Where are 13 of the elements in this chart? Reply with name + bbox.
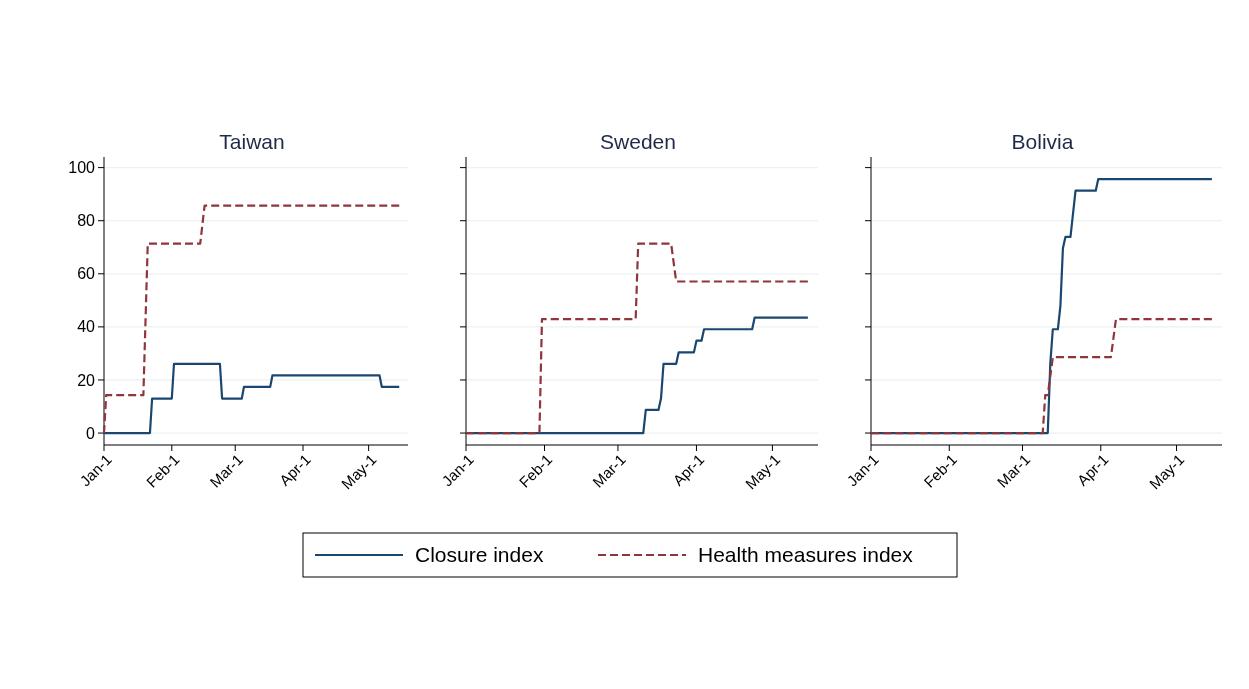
legend-label: Health measures index: [698, 543, 914, 567]
chart-title: Sweden: [600, 130, 676, 153]
y-tick-label: 80: [77, 212, 96, 230]
line-series: [102, 204, 401, 435]
line-series: [102, 362, 401, 435]
y-tick-label: 0: [86, 424, 96, 442]
y-tick-label: 40: [77, 318, 96, 336]
legend-label: Closure index: [415, 543, 544, 567]
chart-title: Taiwan: [219, 130, 285, 153]
y-tick-label: 60: [77, 265, 96, 283]
y-tick-label: 100: [68, 159, 96, 177]
chart-title: Bolivia: [1011, 130, 1074, 153]
y-tick-label: 20: [77, 371, 96, 389]
